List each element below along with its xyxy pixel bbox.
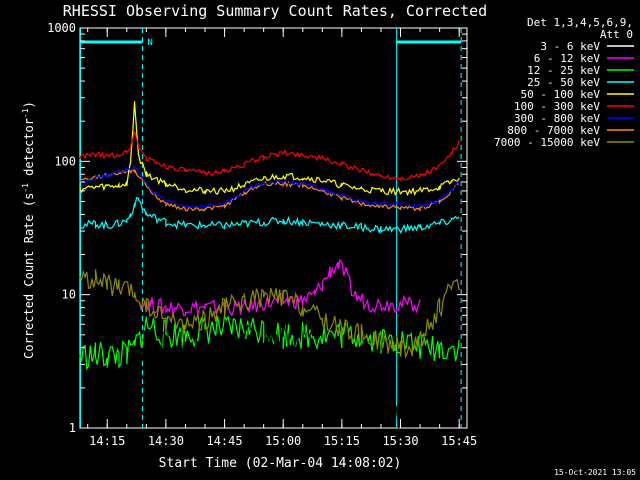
y-tick-label: 100 [54, 154, 76, 168]
series-layer [79, 101, 460, 429]
y-tick-label: 1 [69, 421, 76, 435]
legend-entry: 7000 - 15000 keV [494, 136, 600, 149]
x-axis-label: Start Time (02-Mar-04 14:08:02) [159, 456, 402, 471]
series-line [79, 196, 460, 235]
y-tick-label: 10 [62, 288, 76, 302]
vertical-markers [80, 28, 462, 428]
series-line [79, 168, 460, 212]
series-line [141, 258, 421, 317]
legend-entry: 3 - 6 keV [540, 40, 600, 53]
y-axis-label: Corrected Count Rate (s-1 detector-1) [21, 101, 36, 359]
legend-header-1: Det 1,3,4,5,6,9, [527, 16, 633, 29]
legend-entry: 25 - 50 keV [527, 76, 600, 89]
x-tick-label: 14:30 [148, 434, 184, 448]
y-label-part-2: detector [22, 118, 36, 183]
y-label-part-1: Corrected Count Rate (s [22, 193, 36, 359]
legend-entry: 100 - 300 keV [514, 100, 600, 113]
y-label-sup-1: -1 [21, 183, 30, 193]
x-tick-label: 15:15 [324, 434, 360, 448]
footer-timestamp: 15-Oct-2021 13:05 [554, 468, 636, 477]
legend-entry: 12 - 25 keV [527, 64, 600, 77]
series-line [79, 101, 460, 197]
legend-header-2: Att 0 [600, 28, 633, 41]
flag-bar-label: N [147, 38, 152, 48]
legend-entry: 50 - 100 keV [521, 88, 601, 101]
x-axis: 14:15 14:30 14:45 15:00 15:15 15:30 15:45 [87, 28, 477, 448]
series-line [79, 131, 460, 182]
y-tick-label: 1000 [47, 21, 76, 35]
x-tick-label: 14:15 [89, 434, 125, 448]
series-line [79, 163, 460, 210]
y-label-part-3: ) [22, 101, 36, 108]
series-line [79, 269, 460, 359]
x-tick-label: 15:30 [382, 434, 418, 448]
y-label-sup-2: -1 [21, 108, 30, 118]
chart-title: RHESSI Observing Summary Count Rates, Co… [63, 2, 487, 20]
x-tick-label: 15:00 [265, 434, 301, 448]
plot-frame [79, 27, 468, 429]
x-tick-label: 14:45 [206, 434, 242, 448]
x-tick-label: 15:45 [441, 434, 477, 448]
plot-area: N 14:15 14:30 14:45 15:00 15:15 15:30 15:45 11… [47, 21, 477, 448]
y-axis: 1 10 100 1000 [47, 21, 467, 435]
series-line [126, 263, 417, 429]
flag-bars: N [80, 38, 462, 48]
legend-entry: 300 - 800 keV [514, 112, 600, 125]
legend-entry: 6 - 12 keV [534, 52, 601, 65]
legend-entry: 800 - 7000 keV [507, 124, 600, 137]
